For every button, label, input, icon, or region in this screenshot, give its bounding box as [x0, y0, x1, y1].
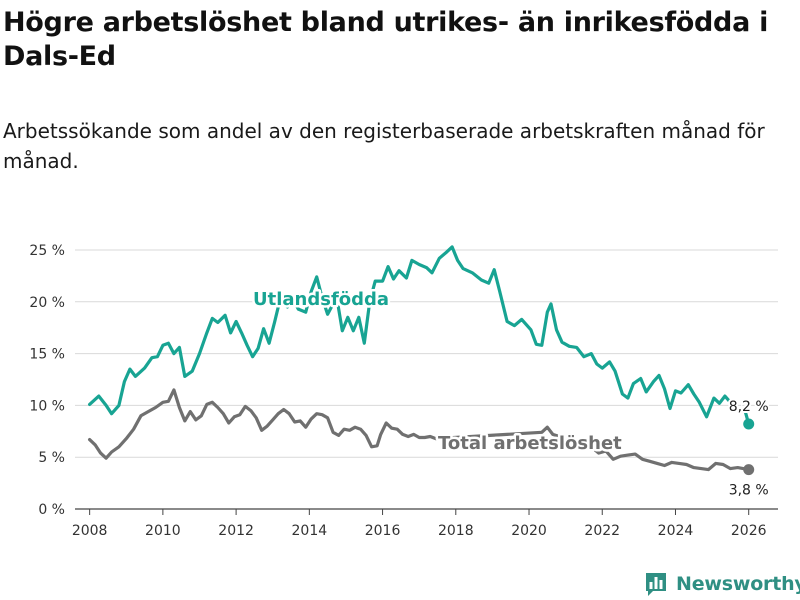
x-tick-label: 2014 — [292, 523, 328, 539]
brand-name: Newsworthy — [676, 573, 800, 595]
series-line-total — [88, 388, 751, 472]
x-tick-label: 2026 — [731, 523, 767, 539]
y-tick-label: 15 % — [29, 347, 65, 363]
x-tick-label: 2012 — [218, 523, 254, 539]
series-label-utlandsfodda: Utlandsfödda — [253, 289, 389, 310]
end-value-total: 3,8 % — [729, 483, 769, 499]
x-tick-label: 2008 — [72, 523, 108, 539]
end-point-utlandsfodda — [743, 418, 755, 430]
series-line-utlandsfodda — [88, 245, 751, 426]
x-tick-label: 2022 — [584, 523, 620, 539]
x-tick-label: 2010 — [145, 523, 181, 539]
chart-title: Högre arbetslöshet bland utrikes- än inr… — [3, 7, 769, 72]
x-tick-label: 2016 — [365, 523, 401, 539]
series-lines — [88, 245, 755, 476]
y-tick-label: 20 % — [29, 295, 65, 311]
y-tick-label: 10 % — [29, 398, 65, 414]
y-tick-label: 0 % — [38, 502, 65, 518]
series-label-total: Total arbetslöshet — [438, 433, 622, 454]
end-point-total — [743, 464, 755, 476]
grid-lines — [75, 249, 778, 510]
x-axis: 2008 2010 2012 2014 2016 2018 2020 2022 2024 2026 — [72, 509, 767, 539]
x-tick-label: 2020 — [511, 523, 547, 539]
series-labels: Utlandsfödda Total arbetslöshet 8,2 % 3,8 % — [251, 287, 771, 501]
chart-subtitle: Arbetssökande som andel av den registerb… — [3, 119, 765, 173]
y-axis-ticks: 0 % 5 % 10 % 15 % 20 % 25 % — [29, 243, 65, 518]
x-tick-label: 2018 — [438, 523, 474, 539]
x-tick-label: 2024 — [658, 523, 694, 539]
end-value-utlandsfodda: 8,2 % — [729, 399, 769, 415]
bar-chart-logo-icon — [646, 573, 666, 596]
y-tick-label: 25 % — [29, 243, 65, 259]
y-tick-label: 5 % — [38, 450, 65, 466]
brand-logo[interactable]: Newsworthy — [644, 570, 800, 598]
